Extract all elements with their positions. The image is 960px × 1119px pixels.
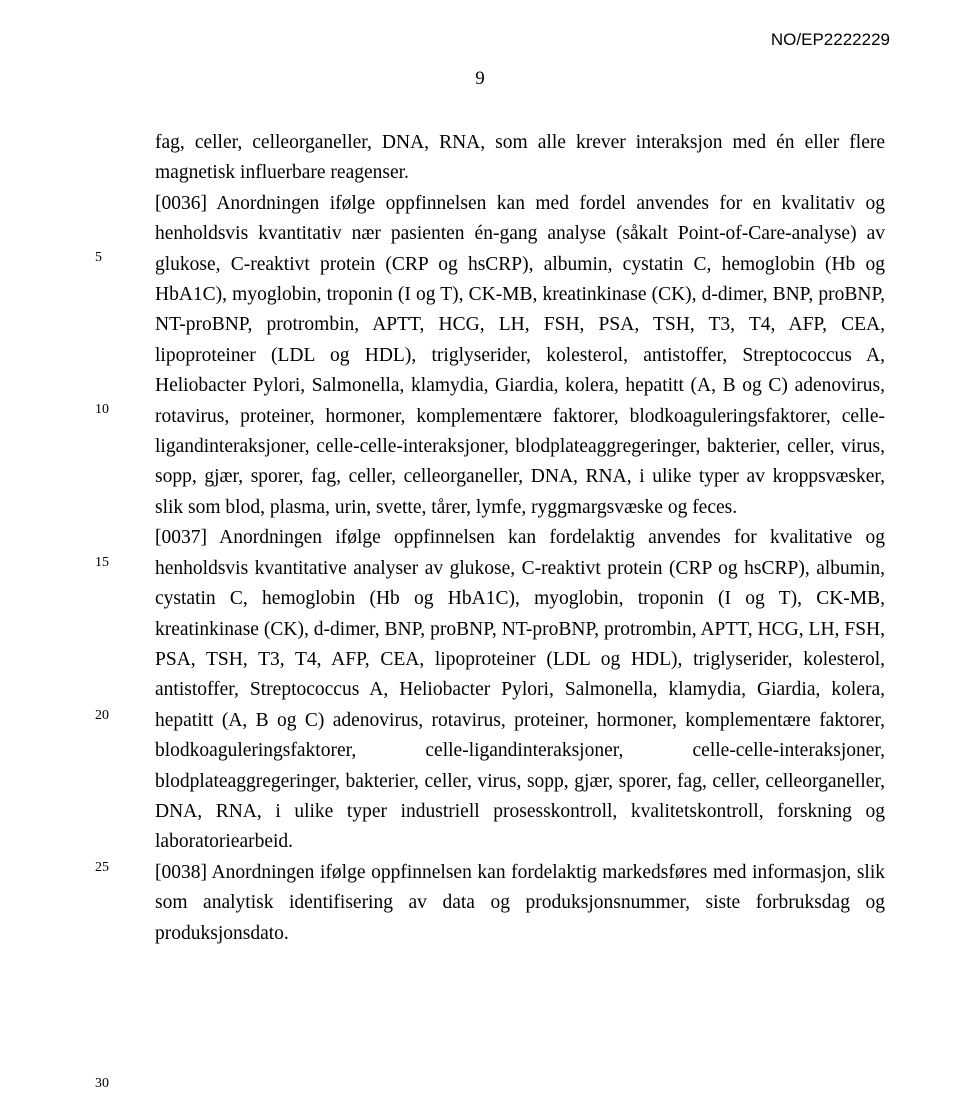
paragraph-0036: [0036] Anordningen ifølge oppfinnelsen k… (155, 189, 885, 523)
document-id: NO/EP2222229 (771, 30, 890, 50)
line-number-15: 15 (95, 555, 109, 571)
document-body: fag, celler, celleorganeller, DNA, RNA, … (155, 128, 885, 949)
line-number-20: 20 (95, 708, 109, 724)
line-number-5: 5 (95, 250, 102, 266)
paragraph-intro: fag, celler, celleorganeller, DNA, RNA, … (155, 128, 885, 189)
line-number-10: 10 (95, 402, 109, 418)
page-number: 9 (475, 68, 485, 90)
paragraph-0037: [0037] Anordningen ifølge oppfinnelsen k… (155, 523, 885, 857)
line-number-25: 25 (95, 860, 109, 876)
paragraph-0038: [0038] Anordningen ifølge oppfinnelsen k… (155, 858, 885, 949)
line-number-30: 30 (95, 1076, 109, 1092)
